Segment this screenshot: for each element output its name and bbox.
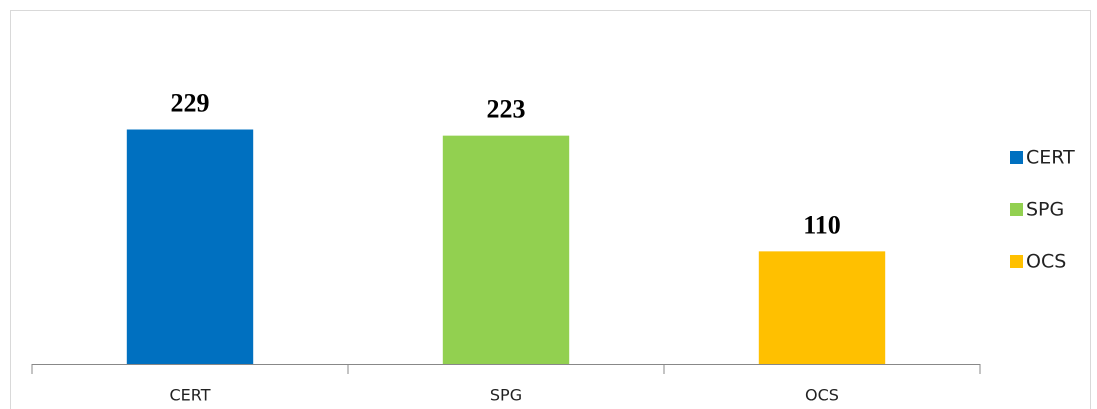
legend-swatch [1010, 203, 1023, 216]
chart-frame [10, 10, 1091, 409]
x-tick-label: OCS [805, 386, 839, 405]
bar [442, 135, 570, 364]
legend-swatch [1010, 255, 1023, 268]
legend-label: SPG [1026, 199, 1064, 221]
x-tick-label: CERT [169, 386, 210, 405]
data-label: 229 [171, 88, 210, 117]
x-tick-label: SPG [490, 386, 522, 405]
legend-label: CERT [1026, 147, 1075, 169]
bar [126, 129, 254, 364]
legend-swatch [1010, 151, 1023, 164]
data-label: 110 [803, 210, 841, 239]
legend-label: OCS [1026, 251, 1066, 273]
bar [758, 251, 886, 364]
data-label: 223 [487, 95, 526, 124]
